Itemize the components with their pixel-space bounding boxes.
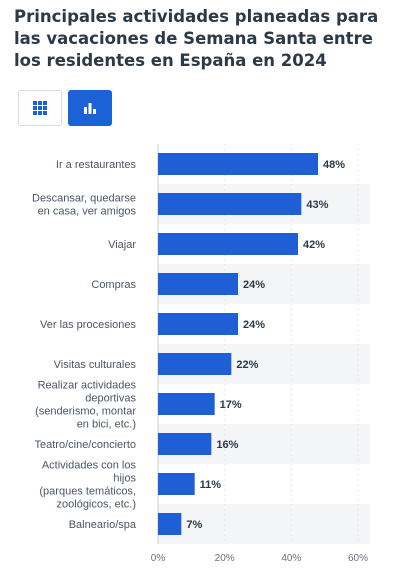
bar <box>158 313 238 335</box>
x-tick-label: 20% <box>215 553 235 564</box>
chart-title: Principales actividades planeadas para l… <box>14 7 379 70</box>
data-label: 43% <box>306 199 328 211</box>
data-label: 7% <box>186 519 202 531</box>
bar <box>158 393 215 415</box>
category-label: Balneario/spa <box>69 519 137 531</box>
bar <box>158 233 298 255</box>
chart-view-button[interactable] <box>68 90 112 126</box>
bar <box>158 473 195 495</box>
view-toggle <box>18 90 112 126</box>
bar <box>158 433 212 455</box>
data-label: 48% <box>323 159 345 171</box>
data-label: 16% <box>216 439 238 451</box>
category-label: Ir a restaurantes <box>56 159 137 171</box>
category-label: Actividades con los hijos (parques temátic… <box>39 460 136 511</box>
data-label: 22% <box>236 359 258 371</box>
bar <box>158 153 318 175</box>
category-label: Ver las procesiones <box>40 319 136 331</box>
category-label: Viajar <box>108 239 136 251</box>
bar <box>158 273 238 295</box>
data-label: 17% <box>220 399 242 411</box>
data-label: 24% <box>243 319 265 331</box>
x-tick-label: 60% <box>348 553 368 564</box>
table-view-button[interactable] <box>18 90 62 126</box>
data-label: 11% <box>200 479 222 491</box>
table-grid-icon <box>33 101 47 115</box>
category-label: Realizar actividades deportivas (senderism… <box>35 380 136 431</box>
bar-chart-icon <box>84 103 96 114</box>
row-stripe <box>158 504 370 544</box>
x-tick-label: 0% <box>151 553 166 564</box>
data-label: 24% <box>243 279 265 291</box>
category-label: Visitas culturales <box>54 359 137 371</box>
category-label: Descansar, quedarse en casa, ver amigos <box>32 193 136 218</box>
x-tick-label: 40% <box>281 553 301 564</box>
bar <box>158 193 302 215</box>
category-label: Compras <box>91 279 136 291</box>
category-label: Teatro/cine/concierto <box>35 439 137 451</box>
bar <box>158 513 182 535</box>
bar <box>158 353 232 375</box>
data-label: 42% <box>303 239 325 251</box>
